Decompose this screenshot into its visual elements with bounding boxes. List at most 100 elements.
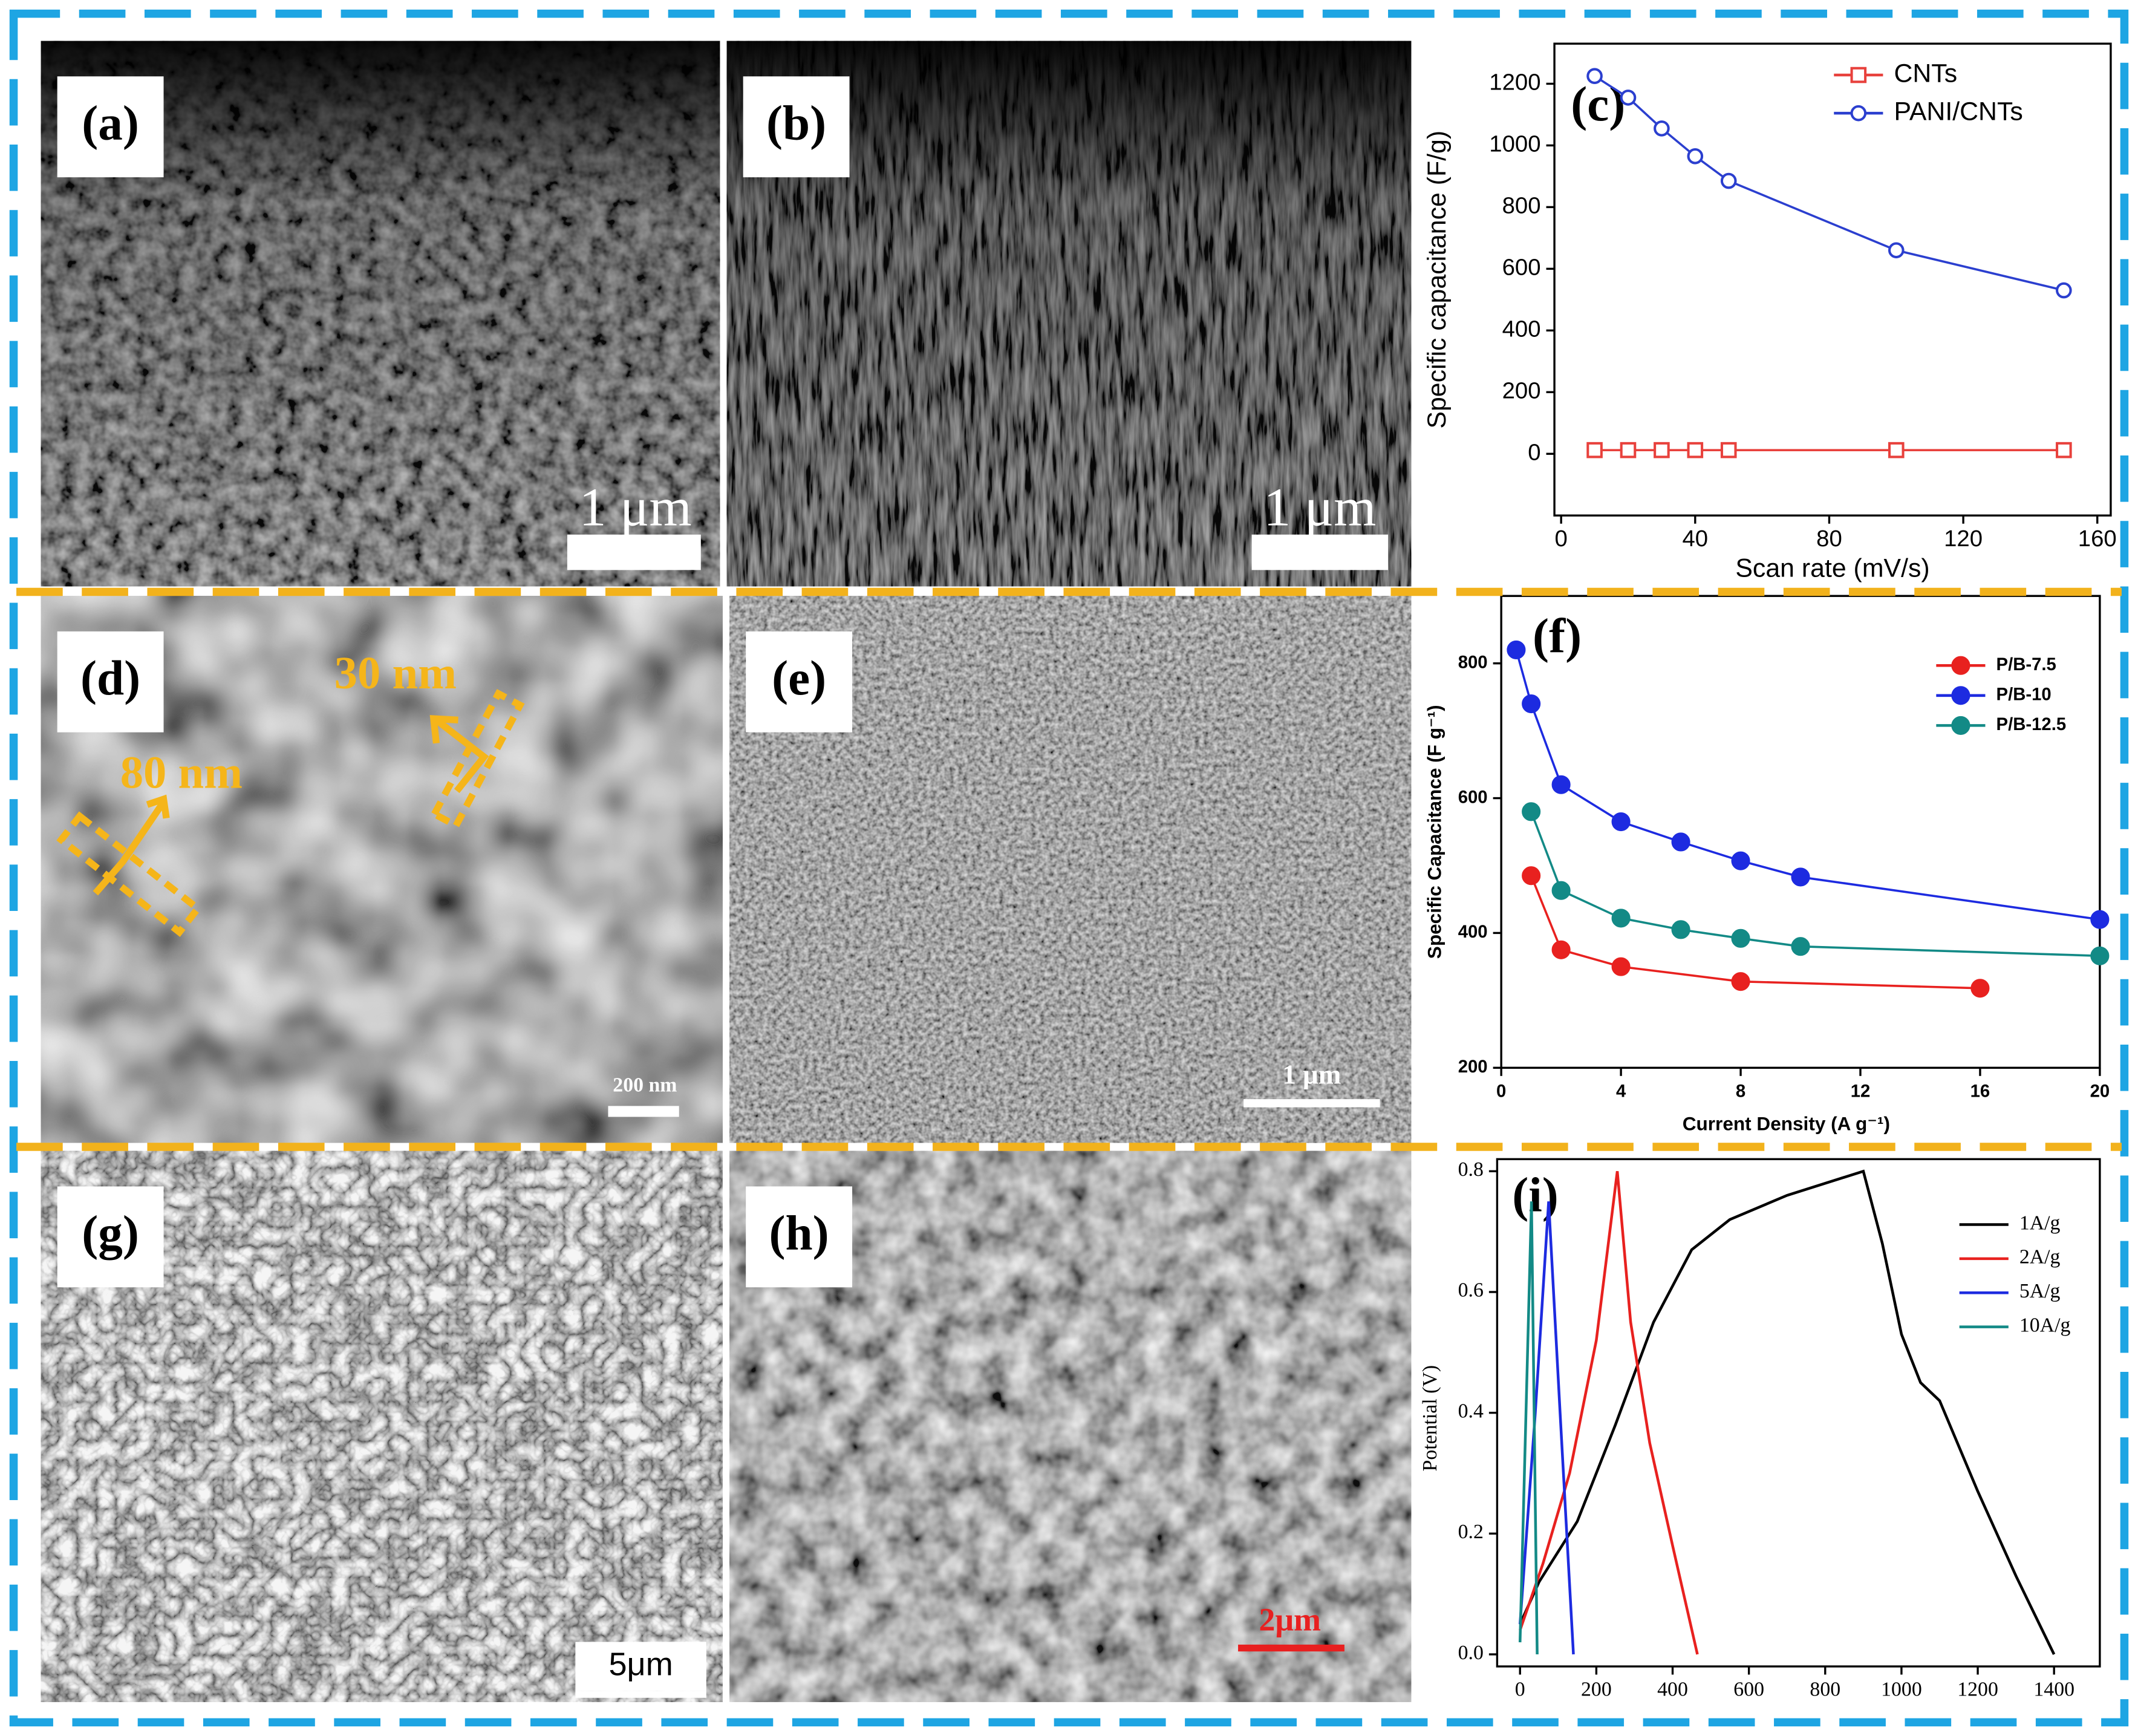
marker <box>1888 242 1905 259</box>
x-tick-label: 1200 <box>1957 1678 1998 1700</box>
marker <box>1522 694 1541 714</box>
annotation-outline <box>56 811 203 937</box>
y-tick-label: 200 <box>1502 377 1541 403</box>
marker <box>1671 920 1690 939</box>
panel-label: (b) <box>766 96 826 151</box>
scale-bar-label: 5μm <box>608 1646 673 1682</box>
scale-bar <box>567 534 701 570</box>
marker <box>1654 442 1670 458</box>
legend-label: PANI/CNTs <box>1894 97 2022 126</box>
annotation-arrow <box>93 794 170 896</box>
y-axis-label: Potential (V) <box>1419 1365 1441 1472</box>
scale-bar-label: 2μm <box>1259 1601 1321 1637</box>
legend-label: 10A/g <box>2019 1314 2071 1336</box>
legend-label: 1A/g <box>2019 1212 2061 1234</box>
marker <box>1551 881 1571 900</box>
marker <box>1611 957 1631 976</box>
marker <box>1551 940 1571 959</box>
x-tick-label: 8 <box>1736 1082 1745 1101</box>
marker <box>1586 442 1603 458</box>
marker <box>1731 851 1750 870</box>
marker <box>1620 90 1637 106</box>
marker <box>1791 867 1810 887</box>
x-tick-label: 16 <box>1970 1082 1990 1101</box>
marker <box>1970 979 1990 998</box>
panel-label-box <box>57 1186 164 1288</box>
marker <box>2090 946 2110 965</box>
y-tick-label: 800 <box>1502 193 1541 219</box>
legend-marker <box>1951 716 1970 735</box>
scale-bar <box>1243 1099 1380 1108</box>
y-tick-label: 0.6 <box>1458 1279 1484 1302</box>
marker <box>1720 442 1737 458</box>
x-tick-label: 0 <box>1496 1082 1506 1101</box>
marker <box>1654 120 1670 137</box>
marker <box>1586 68 1603 85</box>
panel-label-box <box>743 76 850 178</box>
marker <box>1507 640 1526 659</box>
scale-bar-label: 1 μm <box>1282 1059 1341 1089</box>
x-tick-label: 800 <box>1810 1678 1840 1700</box>
legend-marker <box>1951 656 1970 675</box>
plot-frame <box>1553 42 2112 517</box>
marker <box>2056 282 2072 299</box>
panel-label: (d) <box>80 651 140 705</box>
series-line <box>1518 1201 1539 1655</box>
y-tick-label: 600 <box>1458 787 1488 807</box>
series-line <box>1519 1171 1699 1655</box>
scale-bar-label: 1 μm <box>1263 477 1376 537</box>
size-annotation: 80 nm <box>120 747 243 798</box>
marker <box>1720 172 1737 189</box>
legend-label: 2A/g <box>2019 1246 2061 1268</box>
legend-marker <box>1850 105 1867 122</box>
scale-bar <box>1251 534 1389 570</box>
legend-label: CNTs <box>1894 59 1957 88</box>
panel-label: (h) <box>769 1206 829 1261</box>
scale-bar-backing <box>575 1642 706 1691</box>
x-tick-label: 40 <box>1683 526 1709 552</box>
marker <box>1522 866 1541 886</box>
marker <box>2090 910 2110 929</box>
marker <box>1522 802 1541 821</box>
legend-marker <box>1850 67 1867 83</box>
marker <box>1551 775 1571 794</box>
legend-label: P/B-10 <box>1996 685 2052 705</box>
panel-label: (c) <box>1571 77 1625 131</box>
x-tick-label: 80 <box>1816 526 1842 552</box>
panel-label-box <box>746 1186 853 1288</box>
scale-bar <box>1238 1644 1344 1652</box>
series-line <box>1519 1169 2056 1655</box>
marker <box>1671 832 1690 852</box>
panel-label-box <box>57 631 164 733</box>
scale-bar <box>608 1106 679 1117</box>
size-annotation: 30 nm <box>334 647 457 699</box>
x-tick-label: 4 <box>1616 1082 1626 1101</box>
x-tick-label: 1000 <box>1881 1678 1922 1700</box>
panel-label: (i) <box>1512 1168 1559 1222</box>
scale-bar-label: 200 nm <box>613 1074 677 1097</box>
x-tick-label: 20 <box>2090 1082 2110 1101</box>
y-tick-label: 1000 <box>1489 131 1540 157</box>
y-tick-label: 0 <box>1528 439 1540 465</box>
x-tick-label: 200 <box>1581 1678 1612 1700</box>
y-tick-label: 0.8 <box>1458 1158 1484 1181</box>
y-tick-label: 0.2 <box>1458 1521 1484 1543</box>
y-tick-label: 0.4 <box>1458 1400 1484 1422</box>
x-tick-label: 12 <box>1851 1082 1871 1101</box>
marker <box>1611 909 1631 928</box>
annotation-arrow <box>429 715 489 794</box>
y-tick-label: 400 <box>1458 922 1488 942</box>
marker <box>1791 937 1810 956</box>
x-tick-label: 120 <box>1944 526 1983 552</box>
x-tick-label: 0 <box>1515 1678 1525 1700</box>
legend-label: P/B-7.5 <box>1996 654 2056 674</box>
panel-label: (f) <box>1533 609 1582 663</box>
scale-bar <box>575 1691 706 1698</box>
panel-label-box <box>746 631 853 733</box>
marker <box>1731 972 1750 991</box>
x-tick-label: 400 <box>1657 1678 1688 1700</box>
series-line <box>1515 649 2101 921</box>
x-tick-label: 0 <box>1555 526 1568 552</box>
